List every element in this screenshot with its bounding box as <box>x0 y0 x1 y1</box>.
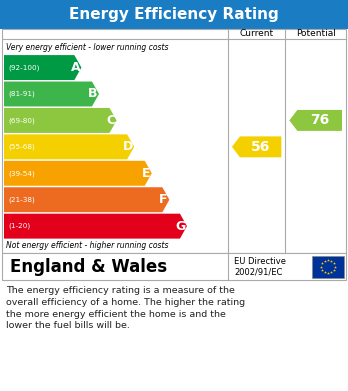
Text: 2002/91/EC: 2002/91/EC <box>234 267 282 276</box>
Text: A: A <box>71 61 80 74</box>
Text: (21-38): (21-38) <box>8 196 35 203</box>
Text: Not energy efficient - higher running costs: Not energy efficient - higher running co… <box>6 241 168 250</box>
Text: England & Wales: England & Wales <box>10 258 167 276</box>
Text: Current: Current <box>239 29 274 38</box>
Text: (69-80): (69-80) <box>8 117 35 124</box>
Text: EU Directive: EU Directive <box>234 257 286 266</box>
Text: D: D <box>123 140 133 153</box>
Text: G: G <box>176 220 186 233</box>
Text: E: E <box>142 167 150 180</box>
Polygon shape <box>4 187 169 212</box>
Polygon shape <box>4 161 152 186</box>
Text: 56: 56 <box>251 140 270 154</box>
Text: (39-54): (39-54) <box>8 170 35 176</box>
Polygon shape <box>4 81 99 106</box>
Text: Very energy efficient - lower running costs: Very energy efficient - lower running co… <box>6 43 168 52</box>
Polygon shape <box>4 135 134 159</box>
Bar <box>2 253 346 280</box>
Text: C: C <box>106 114 115 127</box>
Text: (1-20): (1-20) <box>8 223 30 230</box>
Polygon shape <box>4 108 117 133</box>
Text: 76: 76 <box>310 113 329 127</box>
Text: B: B <box>88 88 98 100</box>
Bar <box>312 256 344 278</box>
Text: (92-100): (92-100) <box>8 64 39 71</box>
Text: Energy Efficiency Rating: Energy Efficiency Rating <box>69 7 279 22</box>
Text: The energy efficiency rating is a measure of the
overall efficiency of a home. T: The energy efficiency rating is a measur… <box>6 286 245 330</box>
Text: F: F <box>159 193 168 206</box>
Polygon shape <box>4 55 81 80</box>
Text: (81-91): (81-91) <box>8 91 35 97</box>
Bar <box>0 0 348 29</box>
Polygon shape <box>289 110 342 131</box>
Text: Potential: Potential <box>296 29 335 38</box>
Polygon shape <box>232 136 282 157</box>
Polygon shape <box>4 214 187 239</box>
Bar <box>2 29 346 253</box>
Text: (55-68): (55-68) <box>8 143 35 150</box>
